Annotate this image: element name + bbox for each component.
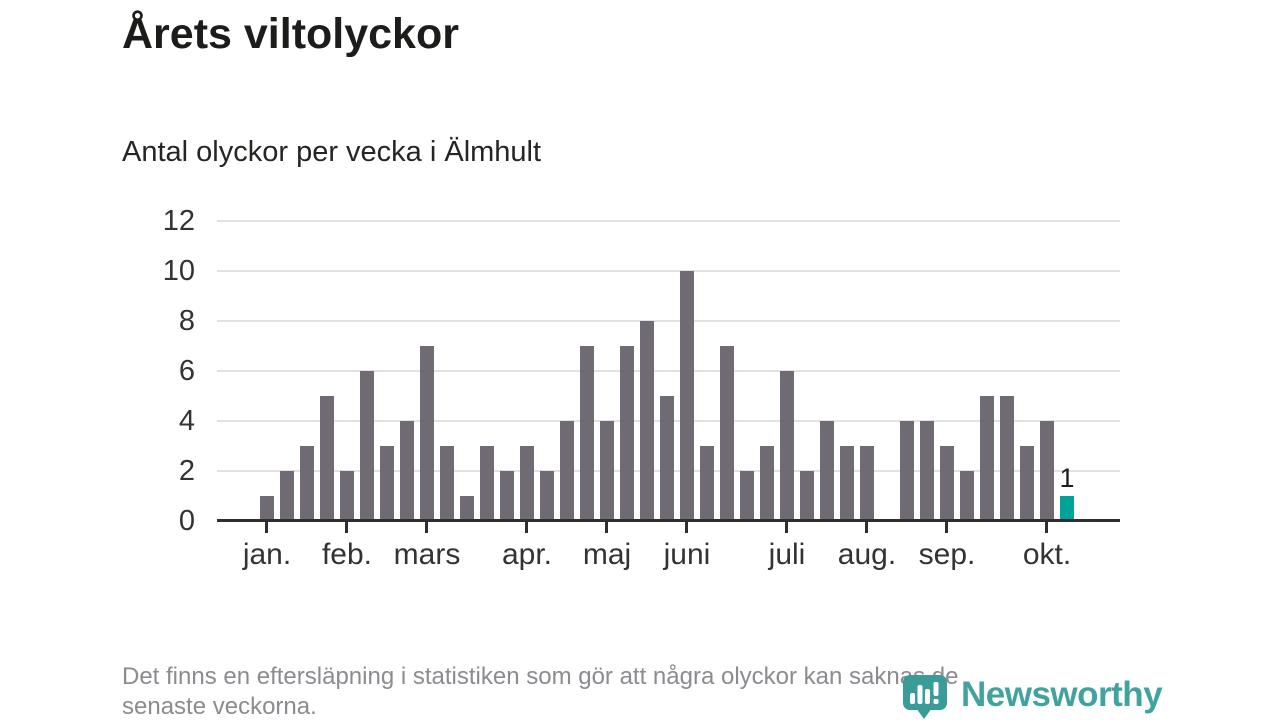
bar <box>700 446 714 521</box>
bar <box>480 446 494 521</box>
bar <box>900 421 914 521</box>
brand-logo: Newsworthy <box>902 674 1163 720</box>
bar <box>420 346 434 521</box>
bar-chart: 0 2 4 6 8 10 12 jan. feb. mars apr. maj juni juli aug.… <box>162 205 1120 571</box>
x-axis-label: maj <box>582 538 632 571</box>
bar <box>1040 421 1054 521</box>
x-axis-label: juni <box>663 538 711 571</box>
bar <box>360 371 374 521</box>
bar <box>860 446 874 521</box>
bar <box>440 446 454 521</box>
bar <box>400 421 414 521</box>
x-axis-label: jan. <box>242 538 292 571</box>
bar <box>260 496 274 521</box>
bar <box>620 346 634 521</box>
bar <box>520 446 534 521</box>
bar <box>540 471 554 521</box>
bar <box>1020 446 1034 521</box>
x-tick <box>605 522 608 533</box>
bar-value-label: 1 <box>1059 463 1075 493</box>
gridline <box>217 370 1120 372</box>
x-tick <box>525 522 528 533</box>
gridline <box>217 220 1120 222</box>
newsworthy-icon <box>903 675 947 719</box>
x-axis-label: mars <box>393 538 461 571</box>
x-axis-line <box>217 519 1120 522</box>
x-tick <box>1045 522 1048 533</box>
y-axis-label: 6 <box>178 355 195 387</box>
bar <box>320 396 334 521</box>
x-axis-label: feb. <box>321 538 373 571</box>
bar <box>760 446 774 521</box>
footnote-line-1: Det finns en eftersläpning i statistiken… <box>122 663 959 690</box>
x-tick <box>265 522 268 533</box>
bar <box>800 471 814 521</box>
x-axis-label: okt. <box>1022 538 1072 571</box>
bar <box>720 346 734 521</box>
bar <box>920 421 934 521</box>
bar <box>640 321 654 521</box>
brand-name: Newsworthy <box>961 675 1163 714</box>
y-axis-label: 2 <box>178 455 195 487</box>
bar <box>580 346 594 521</box>
bar <box>1000 396 1014 521</box>
y-axis-label: 10 <box>162 255 195 287</box>
y-axis-label: 12 <box>162 205 195 237</box>
chart-subtitle: Antal olyckor per vecka i Älmhult <box>122 136 542 168</box>
bar <box>460 496 474 521</box>
bar <box>940 446 954 521</box>
bar <box>740 471 754 521</box>
x-axis-label: apr. <box>501 538 553 571</box>
gridline <box>217 320 1120 322</box>
bar <box>600 421 614 521</box>
bar <box>680 271 694 521</box>
x-axis-label: sep. <box>918 538 976 571</box>
x-tick <box>945 522 948 533</box>
bar <box>560 421 574 521</box>
bar <box>840 446 854 521</box>
bar <box>820 421 834 521</box>
highlighted-bar <box>1060 496 1074 521</box>
footnote-line-2: senaste veckorna. <box>122 693 317 720</box>
bar <box>780 371 794 521</box>
bar <box>300 446 314 521</box>
bar <box>660 396 674 521</box>
page-title: Årets viltolyckor <box>122 10 459 58</box>
bar <box>280 471 294 521</box>
y-axis-label: 4 <box>178 405 195 437</box>
gridline <box>217 270 1120 272</box>
bar <box>980 396 994 521</box>
y-axis-label: 8 <box>178 305 195 337</box>
x-axis-label: juli <box>768 538 806 571</box>
bar <box>380 446 394 521</box>
x-tick <box>865 522 868 533</box>
bar <box>500 471 514 521</box>
x-tick <box>425 522 428 533</box>
bar <box>340 471 354 521</box>
x-tick <box>685 522 688 533</box>
x-tick <box>785 522 788 533</box>
x-axis-label: aug. <box>837 538 897 571</box>
y-axis-label: 0 <box>178 505 195 537</box>
footnote: Det finns en eftersläpning i statistiken… <box>122 662 958 720</box>
x-tick <box>345 522 348 533</box>
bar <box>960 471 974 521</box>
